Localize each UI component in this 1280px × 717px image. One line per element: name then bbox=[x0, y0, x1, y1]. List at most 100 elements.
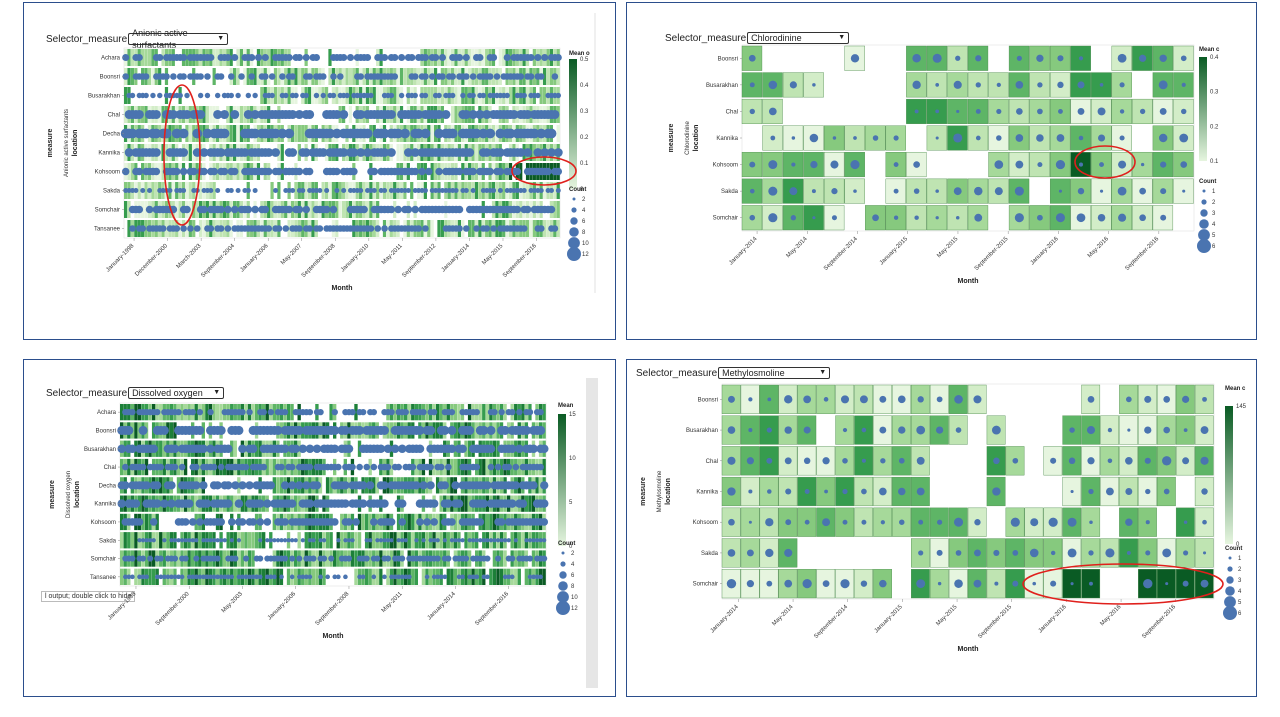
count-circle bbox=[145, 205, 154, 214]
count-circle bbox=[267, 408, 275, 416]
y-axis-location-title: location bbox=[665, 478, 672, 505]
measure-dropdown[interactable]: Chlorodinine ▼ bbox=[747, 32, 850, 44]
count-circle bbox=[548, 188, 554, 193]
count-circle bbox=[398, 92, 405, 99]
count-circle bbox=[282, 225, 290, 232]
heatmap-cell bbox=[399, 144, 404, 161]
count-circle bbox=[840, 395, 850, 404]
heatmap-cell bbox=[244, 404, 248, 421]
count-circle bbox=[117, 499, 127, 508]
count-circle bbox=[385, 538, 391, 543]
heatmap-cell bbox=[474, 182, 479, 199]
count-circle bbox=[492, 538, 497, 543]
heatmap-cell bbox=[233, 568, 237, 585]
count-circle bbox=[190, 167, 198, 176]
color-legend-label: 0.3 bbox=[1210, 90, 1219, 96]
count-circle bbox=[509, 555, 516, 562]
heatmap-cell bbox=[396, 87, 400, 104]
heatmap-cell bbox=[180, 404, 184, 421]
count-circle bbox=[1014, 186, 1024, 196]
measure-dropdown[interactable]: Methylosmoline ▼ bbox=[718, 367, 831, 379]
count-circle bbox=[138, 425, 148, 435]
heatmap-chart: BoonsriBusarakhanChalKannikaKohsoomSakda… bbox=[668, 44, 1220, 285]
heatmap-cell bbox=[471, 220, 475, 237]
count-circle bbox=[480, 92, 487, 99]
count-circle bbox=[447, 128, 458, 139]
y-tick-label: Sakda bbox=[99, 538, 117, 544]
heatmap-cell bbox=[212, 68, 216, 85]
heatmap-cell bbox=[169, 422, 174, 439]
heatmap-cell bbox=[269, 458, 273, 476]
count-circle bbox=[171, 463, 179, 471]
count-circle bbox=[431, 408, 438, 416]
y-axis-measure-title: Anionic active surfactants bbox=[64, 109, 70, 177]
x-tick-label: January-2010 bbox=[340, 243, 371, 274]
measure-selector: Selector_measure Methylosmoline ▼ bbox=[636, 367, 831, 379]
measure-dropdown[interactable]: Dissolved oxygen ▼ bbox=[128, 387, 225, 399]
count-circle bbox=[248, 73, 256, 80]
count-circle bbox=[460, 538, 465, 543]
heatmap-cell bbox=[430, 125, 434, 142]
count-circle bbox=[395, 463, 402, 471]
heatmap-cell bbox=[396, 68, 400, 85]
count-circle bbox=[422, 73, 429, 80]
count-circle bbox=[435, 574, 441, 580]
count-circle bbox=[316, 225, 324, 232]
scrollbar[interactable] bbox=[586, 378, 598, 688]
count-circle bbox=[170, 444, 180, 454]
count-circle bbox=[917, 396, 924, 403]
count-circle bbox=[224, 53, 232, 62]
y-tick-label: Tansanee bbox=[94, 227, 121, 233]
count-circle bbox=[860, 580, 868, 587]
heatmap-cell bbox=[348, 68, 353, 85]
heatmap-cell bbox=[134, 422, 138, 439]
count-circle bbox=[1127, 428, 1131, 432]
count-circle bbox=[1016, 55, 1022, 61]
count-circle bbox=[408, 53, 416, 62]
heatmap-cell bbox=[307, 87, 312, 104]
count-circle bbox=[317, 408, 324, 416]
count-circle bbox=[1202, 396, 1207, 402]
size-legend-label: 5 bbox=[1238, 600, 1242, 606]
count-circle bbox=[474, 574, 480, 580]
x-tick-label: September-2012 bbox=[401, 243, 437, 279]
count-circle bbox=[850, 160, 860, 170]
count-circle bbox=[176, 538, 181, 543]
count-circle bbox=[407, 574, 412, 580]
count-circle bbox=[918, 519, 924, 525]
count-circle bbox=[128, 444, 137, 454]
size-legend-circle bbox=[572, 197, 576, 201]
count-circle bbox=[842, 427, 848, 433]
count-circle bbox=[290, 188, 296, 193]
x-tick-label: May-2011 bbox=[381, 243, 404, 266]
count-circle bbox=[179, 574, 185, 580]
measure-dropdown[interactable]: Anionic active surfactants ▼ bbox=[128, 28, 229, 50]
color-legend-label: 10 bbox=[569, 456, 576, 462]
count-circle bbox=[213, 109, 223, 120]
count-circle bbox=[139, 463, 147, 471]
heatmap-cell bbox=[368, 458, 372, 476]
count-circle bbox=[250, 109, 260, 120]
size-legend-label: 2 bbox=[571, 551, 575, 557]
count-circle bbox=[727, 426, 736, 434]
scrollbar[interactable] bbox=[594, 13, 596, 293]
heatmap-cell bbox=[485, 458, 489, 476]
count-circle bbox=[178, 128, 189, 139]
heatmap-cell bbox=[325, 477, 330, 494]
count-circle bbox=[1202, 519, 1207, 525]
heatmap-cell bbox=[236, 68, 240, 85]
count-circle bbox=[554, 53, 562, 62]
heatmap-cell bbox=[542, 68, 547, 85]
count-circle bbox=[517, 73, 525, 80]
count-circle bbox=[476, 518, 485, 526]
count-circle bbox=[261, 53, 269, 62]
heatmap-cell bbox=[542, 404, 546, 421]
count-circle bbox=[366, 481, 375, 490]
heatmap-cell bbox=[556, 125, 560, 142]
output-tooltip[interactable]: l output; double click to hide bbox=[41, 591, 136, 602]
count-circle bbox=[142, 481, 151, 490]
count-circle bbox=[812, 216, 816, 220]
count-circle bbox=[375, 538, 380, 543]
count-circle bbox=[219, 128, 230, 139]
count-circle bbox=[861, 488, 867, 495]
